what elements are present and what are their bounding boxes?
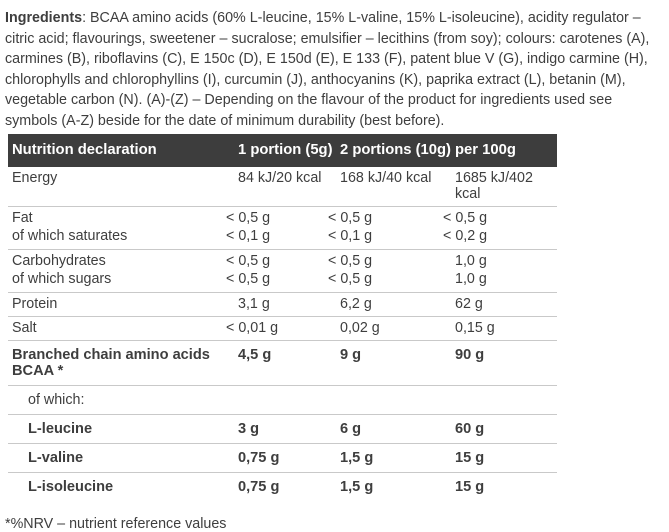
row-label: of which: — [28, 391, 85, 408]
row-value: 0,02 g — [340, 319, 380, 336]
row-value: < 0,01 g — [226, 319, 279, 336]
row-value: < 0,1 g — [328, 227, 373, 244]
table-row-saturates: of which saturates < 0,1 g < 0,1 g < 0,2… — [8, 226, 557, 250]
row-value: 6,2 g — [340, 295, 372, 312]
table-row-salt: Salt < 0,01 g 0,02 g 0,15 g — [8, 317, 557, 341]
row-value: 0,15 g — [455, 319, 495, 336]
row-label: Energy — [12, 169, 58, 186]
nutrition-table: Nutrition declaration 1 portion (5g) 2 p… — [8, 133, 557, 501]
row-value: < 0,1 g — [226, 227, 271, 244]
header-cell-1-portion: 1 portion (5g) — [238, 142, 333, 159]
row-label: Carbohydrates — [12, 252, 106, 269]
row-value: < 0,5 g — [328, 270, 373, 287]
row-value: < 0,5 g — [328, 252, 373, 269]
row-value: 15 g — [455, 478, 485, 495]
row-value: < 0,2 g — [443, 227, 488, 244]
row-value: 3 g — [238, 420, 260, 437]
row-value: 9 g — [340, 346, 362, 363]
row-value: < 0,5 g — [443, 209, 488, 226]
row-value: 1,0 g — [455, 252, 487, 269]
ingredients-paragraph: Ingredients: BCAA amino acids (60% L-leu… — [5, 8, 664, 132]
row-value: 90 g — [455, 346, 485, 363]
table-header-row: Nutrition declaration 1 portion (5g) 2 p… — [8, 133, 557, 167]
table-row-bcaa: Branched chain amino acids BCAA * 4,5 g … — [8, 341, 557, 386]
row-value: 168 kJ/40 kcal — [340, 169, 432, 186]
row-label: of which saturates — [12, 227, 128, 244]
row-value: 4,5 g — [238, 346, 272, 363]
header-cell-nutrition-declaration: Nutrition declaration — [12, 142, 157, 159]
row-value: 3,1 g — [238, 295, 270, 312]
row-label: Protein — [12, 295, 58, 312]
row-value: 60 g — [455, 420, 485, 437]
row-value: 1,5 g — [340, 478, 374, 495]
row-label: L-leucine — [28, 420, 93, 437]
table-row-protein: Protein 3,1 g 6,2 g 62 g — [8, 293, 557, 317]
row-value: 1,0 g — [455, 270, 487, 287]
footnote: *%NRV – nutrient reference values — [5, 515, 227, 532]
row-label: of which sugars — [12, 270, 112, 287]
row-value: < 0,5 g — [226, 270, 271, 287]
row-value: 15 g — [455, 449, 485, 466]
row-value: 6 g — [340, 420, 362, 437]
row-value: 62 g — [455, 295, 483, 312]
row-label: Salt — [12, 319, 37, 336]
row-value: < 0,5 g — [226, 252, 271, 269]
ingredients-label: Ingredients — [5, 10, 83, 26]
table-row-l-valine: L-valine 0,75 g 1,5 g 15 g — [8, 444, 557, 473]
row-label: L-isoleucine — [28, 478, 114, 495]
row-value: < 0,5 g — [226, 209, 271, 226]
header-cell-per-100g: per 100g — [455, 142, 516, 159]
row-value: 1685 kJ/402 kcal — [455, 169, 533, 202]
header-cell-2-portions: 2 portions (10g) — [340, 142, 451, 159]
table-row-sugars: of which sugars < 0,5 g < 0,5 g 1,0 g — [8, 269, 557, 293]
table-row-carbohydrates: Carbohydrates < 0,5 g < 0,5 g 1,0 g — [8, 250, 557, 269]
row-label: Branched chain amino acids BCAA * — [12, 346, 210, 379]
row-value: 0,75 g — [238, 478, 280, 495]
row-label: Fat — [12, 209, 33, 226]
table-row-l-isoleucine: L-isoleucine 0,75 g 1,5 g 15 g — [8, 473, 557, 501]
table-row-of-which: of which: — [8, 386, 557, 415]
row-label: L-valine — [28, 449, 84, 466]
row-value: 84 kJ/20 kcal — [238, 169, 322, 186]
table-row-l-leucine: L-leucine 3 g 6 g 60 g — [8, 415, 557, 444]
row-value: < 0,5 g — [328, 209, 373, 226]
ingredients-text: : BCAA amino acids (60% L-leucine, 15% L… — [5, 10, 650, 129]
table-row-fat: Fat < 0,5 g < 0,5 g < 0,5 g — [8, 207, 557, 226]
table-row-energy: Energy 84 kJ/20 kcal 168 kJ/40 kcal 1685… — [8, 167, 557, 207]
row-value: 1,5 g — [340, 449, 374, 466]
row-value: 0,75 g — [238, 449, 280, 466]
